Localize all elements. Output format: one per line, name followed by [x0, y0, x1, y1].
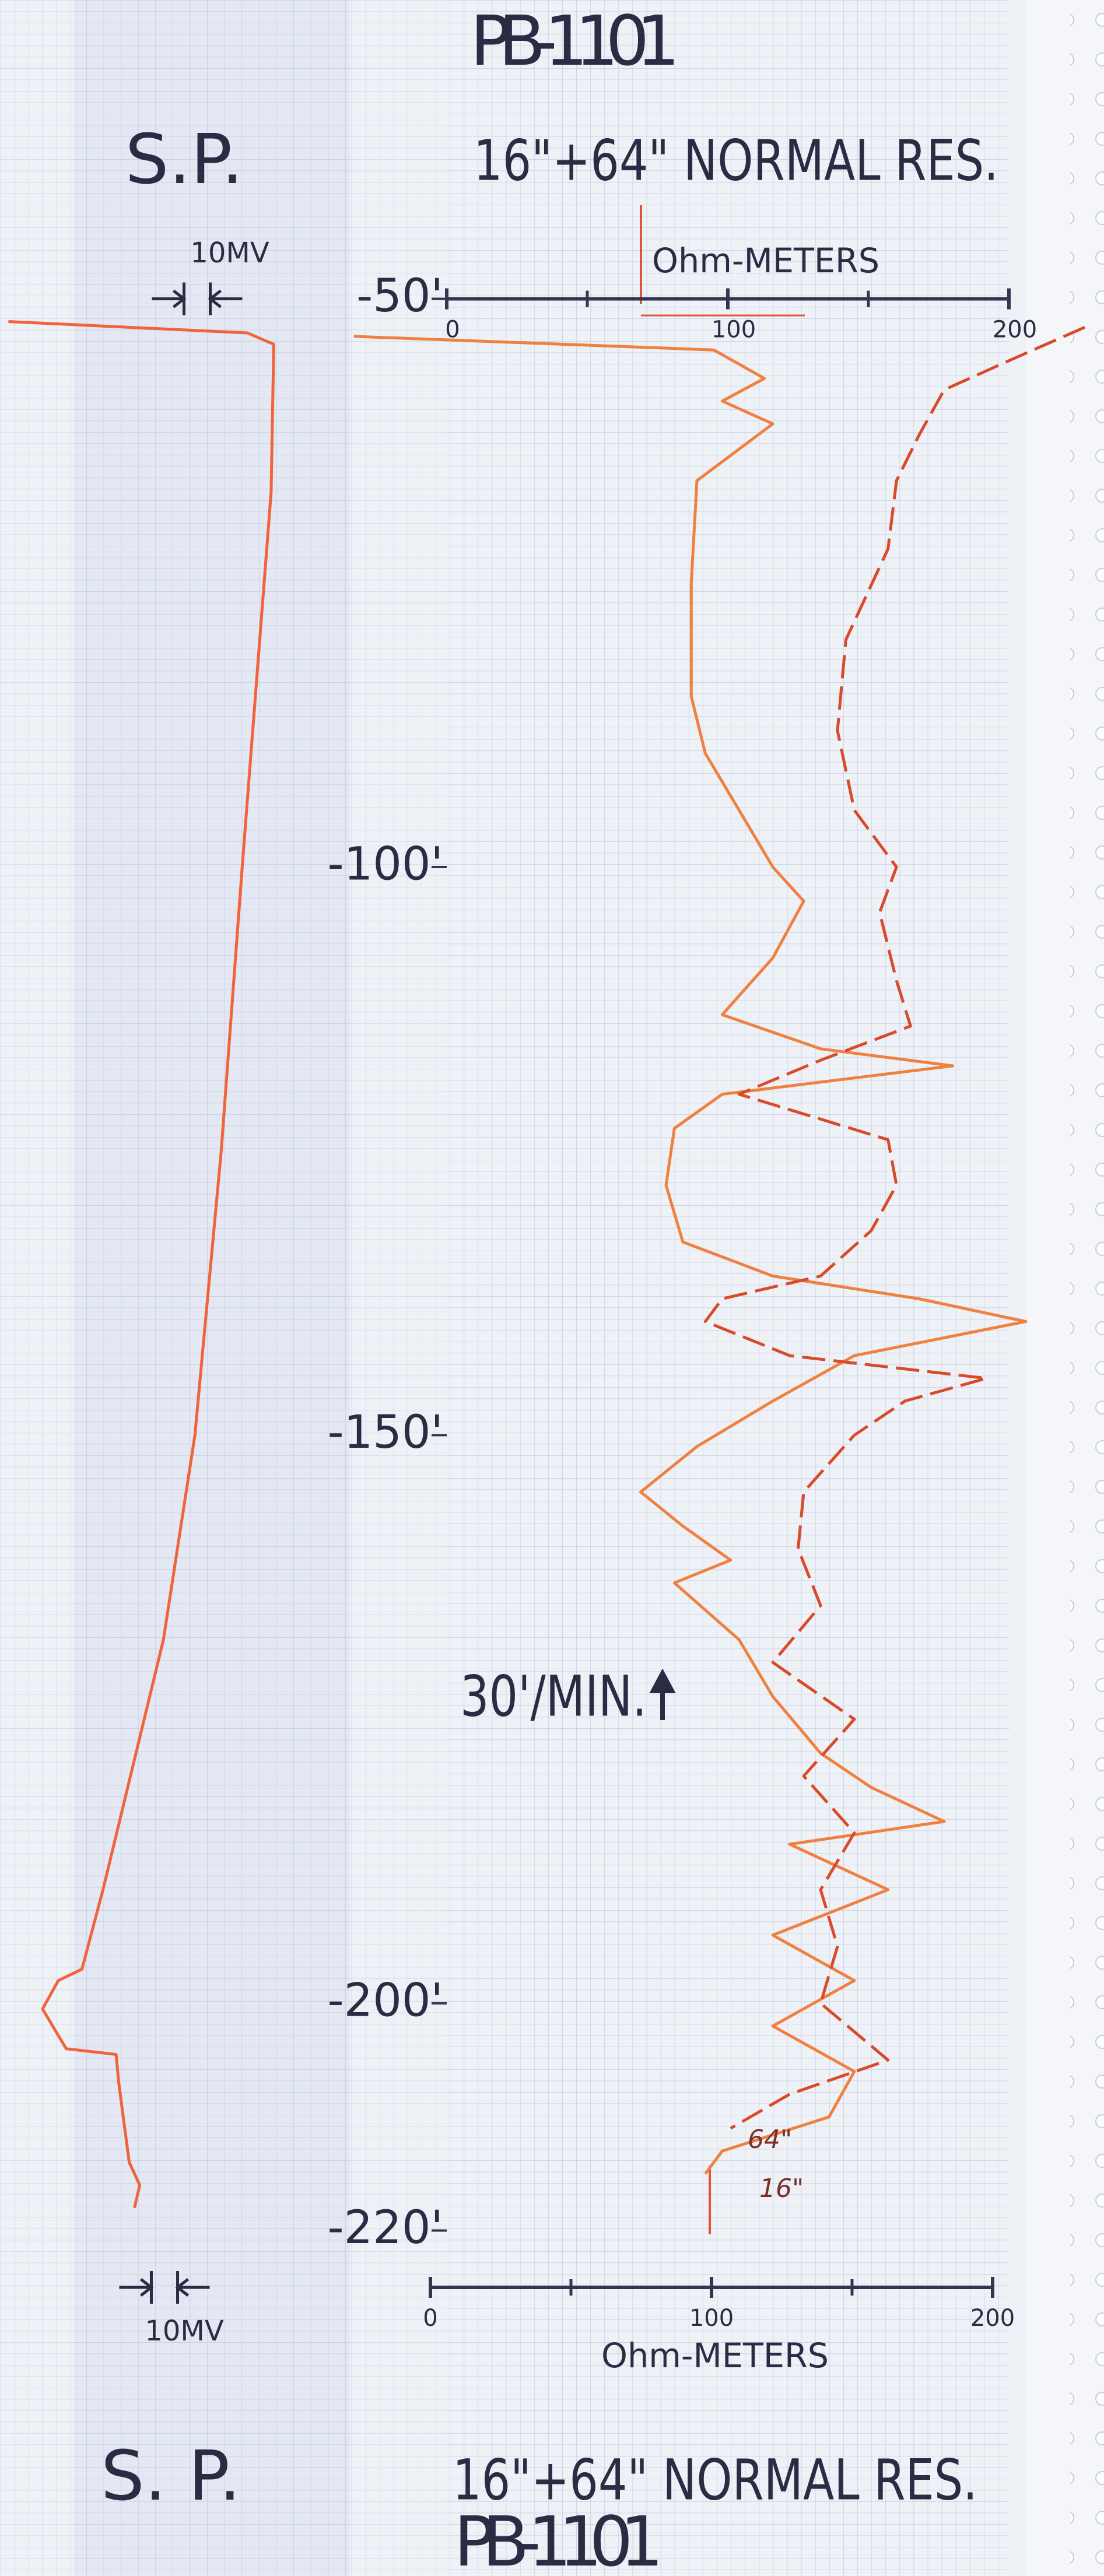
res-title: 16"+64" NORMAL RES.: [474, 128, 998, 193]
log-curve: [8, 320, 275, 2209]
scale-bar: [119, 2271, 210, 2304]
y-tick-label: -50': [356, 270, 443, 322]
legend-label: 64": [748, 2125, 792, 2154]
res-title: 16"+64" NORMAL RES.: [453, 2447, 977, 2512]
x-tick-label: 100: [689, 2305, 734, 2332]
speed-arrow: [649, 1668, 676, 1720]
x-tick-label: 100: [712, 317, 756, 343]
page-title: PB-1101: [470, 1, 680, 81]
sp-scale-label: 10MV: [145, 2315, 223, 2347]
x-tick-label: 0: [423, 2305, 437, 2332]
x-axis-label: Ohm-METERS: [652, 241, 879, 280]
x-axis-label: Ohm-METERS: [601, 2336, 829, 2375]
x-tick-label: 200: [993, 317, 1037, 343]
log-curve: [703, 326, 1086, 2130]
scale-bar: [152, 282, 243, 315]
sp-title: S. P.: [101, 2435, 241, 2516]
y-tick-label: -150': [328, 1406, 443, 1459]
y-tick-label: -100': [328, 838, 443, 890]
speed-note: 30'/MIN.: [460, 1663, 647, 1729]
y-tick-label: -220': [328, 2202, 443, 2254]
y-tick-label: -200': [328, 1974, 443, 2027]
legend-label: 16": [759, 2174, 804, 2203]
sp-scale-label: 10MV: [190, 237, 269, 269]
sp-title: S.P.: [125, 119, 244, 199]
labels: PB-1101 S.P. 16"+64" NORMAL RES. 10MV Oh…: [101, 1, 998, 2576]
log-curve: [353, 335, 1028, 2175]
page-title: PB-1101: [454, 2501, 664, 2576]
x-tick-label: 200: [970, 2305, 1015, 2332]
